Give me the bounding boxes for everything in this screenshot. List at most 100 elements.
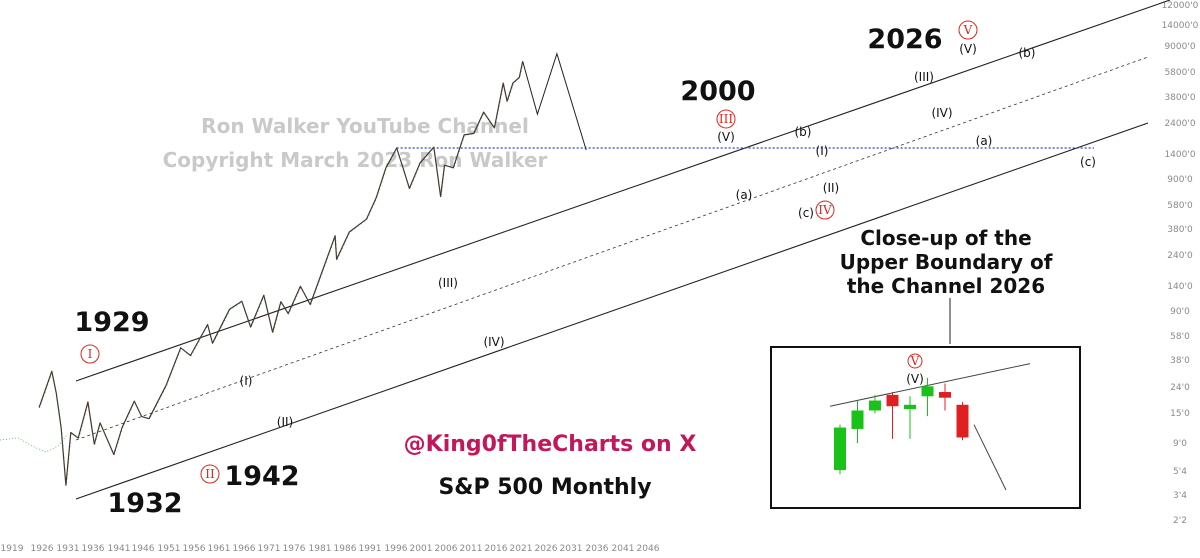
author-handle: @King0fTheCharts on X (404, 432, 697, 457)
channel-upper-line (75, 0, 1171, 382)
x-tick-label: 2046 (637, 544, 660, 554)
y-tick-label: 14000'0 (1162, 21, 1199, 31)
y-tick-label: 90'0 (1170, 307, 1190, 317)
y-tick-label: 2400'0 (1164, 119, 1195, 129)
x-tick-label: 2036 (586, 544, 609, 554)
x-tick-label: 1986 (334, 544, 357, 554)
primary-wave-label-II: II (205, 467, 215, 481)
x-tick-label: 2026 (535, 544, 558, 554)
y-tick-label: 3800'0 (1164, 93, 1195, 103)
price-series-candles (39, 61, 524, 486)
inset-primary-wave-label: V (910, 354, 920, 368)
y-tick-label: 240'0 (1167, 251, 1193, 261)
inset-trendline (829, 363, 1031, 407)
x-tick-label: 1976 (283, 544, 306, 554)
wave-label: (V) (959, 42, 977, 56)
inset-candle-body (834, 427, 846, 471)
y-tick-label: 1400'0 (1164, 150, 1195, 160)
wave-label: (IV) (931, 106, 952, 120)
y-tick-label: 5'4 (1173, 467, 1187, 477)
closeup-caption-line: Close-up of the (860, 226, 1031, 250)
y-tick-label: 580'0 (1167, 201, 1193, 211)
channel-mid-line (75, 56, 1149, 441)
inset-drop-line (973, 424, 1007, 491)
inset-candle-body (869, 400, 881, 411)
x-tick-label: 1946 (132, 544, 155, 554)
wave-label: (V) (717, 130, 735, 144)
year-label-2000: 2000 (680, 76, 755, 107)
x-tick-label: 1931 (57, 544, 80, 554)
y-tick-label: 12000'0 (1162, 1, 1199, 11)
y-tick-label: 380'0 (1167, 225, 1193, 235)
x-tick-label: 2016 (485, 544, 508, 554)
x-tick-label: 1961 (208, 544, 231, 554)
y-tick-label: 3'4 (1173, 491, 1187, 501)
closeup-caption-line: Upper Boundary of (840, 250, 1053, 274)
inset-candle-body (886, 394, 899, 407)
y-tick-label: 58'0 (1170, 332, 1190, 342)
wave-label: (c) (798, 206, 814, 220)
inset-primary-wave-circle (907, 353, 923, 369)
wave-label: (a) (976, 134, 993, 148)
x-tick-label: 1926 (31, 544, 54, 554)
closeup-inset-box (770, 346, 1081, 509)
primary-wave-label-V: V (963, 23, 973, 37)
y-tick-label: 5800'0 (1164, 68, 1195, 78)
year-label-1929: 1929 (74, 307, 149, 338)
y-tick-label: 9000'0 (1164, 42, 1195, 52)
y-tick-label: 2'2 (1173, 516, 1187, 526)
primary-wave-label-I: I (88, 347, 93, 361)
wave-label: (III) (914, 70, 934, 84)
primary-wave-circle-V (958, 20, 978, 40)
watermark-line2: Copyright March 2023 Ron Walker (163, 148, 548, 172)
x-tick-label: 1941 (108, 544, 131, 554)
x-tick-label: 1981 (309, 544, 332, 554)
wave-label: (b) (795, 125, 812, 139)
y-tick-label: 900'0 (1167, 175, 1193, 185)
x-tick-label: 1996 (385, 544, 408, 554)
year-label-2026: 2026 (867, 24, 942, 55)
x-tick-label: 2021 (510, 544, 533, 554)
x-tick-label: 1966 (233, 544, 256, 554)
inset-candle-body (904, 404, 916, 410)
x-tick-label: 1951 (158, 544, 181, 554)
inset-candle-body (851, 410, 864, 429)
x-tick-label: 1971 (258, 544, 281, 554)
inset-candle-body (939, 392, 951, 398)
x-tick-label: 1936 (82, 544, 105, 554)
channel-lower-line (75, 122, 1149, 500)
y-tick-label: 140'0 (1167, 282, 1193, 292)
primary-wave-label-III: III (719, 112, 733, 126)
primary-wave-circle-I (80, 344, 100, 364)
year-label-1932: 1932 (107, 488, 182, 519)
primary-wave-circle-IV (815, 200, 835, 220)
x-tick-label: 2041 (612, 544, 635, 554)
wave-label: (II) (823, 181, 839, 195)
x-tick-label: 1919 (1, 544, 24, 554)
y-tick-label: 24'0 (1170, 383, 1190, 393)
wave-label: (II) (277, 415, 293, 429)
wave-label: (I) (816, 144, 829, 158)
primary-wave-label-IV: IV (818, 203, 832, 217)
y-tick-label: 9'0 (1173, 439, 1187, 449)
projection-path (522, 52, 587, 151)
inset-candle-body (956, 404, 969, 438)
primary-wave-circle-III (716, 109, 736, 129)
x-tick-label: 1956 (183, 544, 206, 554)
watermark-line1: Ron Walker YouTube Channel (201, 114, 529, 138)
year-label-1942: 1942 (224, 461, 299, 492)
x-tick-label: 2001 (410, 544, 433, 554)
wave-label: (b) (1019, 46, 1036, 60)
wave-label: (IV) (483, 335, 504, 349)
x-tick-label: 1991 (359, 544, 382, 554)
y-tick-label: 15'0 (1170, 409, 1190, 419)
x-tick-label: 2031 (560, 544, 583, 554)
inset-candle-body (921, 386, 934, 397)
closeup-caption-line: the Channel 2026 (847, 274, 1045, 298)
wave-label: (a) (736, 188, 753, 202)
early-price-dots (0, 433, 69, 453)
primary-wave-circle-II (200, 464, 220, 484)
wave-label: (III) (438, 276, 458, 290)
chart-title: S&P 500 Monthly (438, 475, 651, 500)
